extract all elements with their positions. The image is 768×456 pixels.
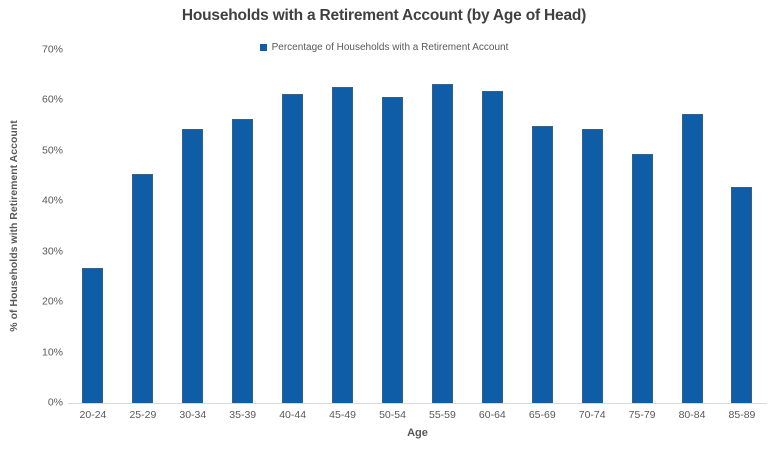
y-axis-ticks: 0% 10% 20% 30% 40% 50% 60% 70%	[0, 44, 63, 408]
y-tick-label: 60%	[41, 93, 63, 106]
x-tick-label: 85-89	[728, 409, 756, 421]
bar-slot-20-24	[68, 50, 118, 403]
y-tick-label: 0%	[47, 396, 63, 409]
bar-slot-45-49	[318, 50, 368, 403]
legend-label: Percentage of Households with a Retireme…	[271, 42, 509, 53]
bar-70-74	[581, 128, 603, 403]
x-axis-title: Age	[407, 427, 428, 439]
bar-slot-75-79	[617, 50, 667, 403]
bars	[68, 50, 767, 403]
y-tick-label: 70%	[41, 43, 63, 56]
y-tick-label: 20%	[41, 295, 63, 308]
bar-80-84	[681, 114, 703, 403]
x-tick-label: 35-39	[229, 409, 257, 421]
bar-35-39	[232, 119, 254, 403]
bar-slot-55-59	[417, 50, 467, 403]
bar-slot-30-34	[168, 50, 218, 403]
x-tick-label: 65-69	[528, 409, 556, 421]
bar-85-89	[731, 186, 753, 403]
bar-55-59	[431, 84, 453, 403]
bar-slot-80-84	[667, 50, 717, 403]
bar-slot-40-44	[268, 50, 318, 403]
bar-30-34	[182, 128, 204, 403]
bar-slot-65-69	[517, 50, 567, 403]
bar-slot-50-54	[368, 50, 418, 403]
bar-75-79	[631, 154, 653, 403]
y-tick-label: 50%	[41, 144, 63, 157]
y-tick-label: 30%	[41, 245, 63, 258]
x-tick-label: 60-64	[478, 409, 506, 421]
x-tick-label: 70-74	[578, 409, 606, 421]
bar-slot-35-39	[218, 50, 268, 403]
bar-slot-70-74	[567, 50, 617, 403]
x-tick-label: 40-44	[279, 409, 307, 421]
plot-area	[68, 50, 767, 404]
x-axis-ticks: 20-24 25-29 30-34 35-39 40-44 45-49 50-54 55-59…	[68, 409, 767, 421]
bar-40-44	[282, 94, 304, 403]
x-tick-label: 30-34	[179, 409, 207, 421]
bar-slot-85-89	[717, 50, 767, 403]
bar-65-69	[531, 126, 553, 403]
bar-45-49	[332, 86, 354, 403]
chart-title: Households with a Retirement Account (by…	[181, 7, 587, 24]
legend-marker-icon	[259, 44, 267, 51]
bar-25-29	[132, 173, 154, 403]
bar-20-24	[82, 268, 104, 403]
x-tick-label: 20-24	[79, 409, 107, 421]
x-tick-label: 80-84	[678, 409, 706, 421]
bar-slot-60-64	[467, 50, 517, 403]
x-tick-label: 45-49	[329, 409, 356, 421]
legend: Percentage of Households with a Retireme…	[0, 42, 768, 53]
x-tick-label: 50-54	[379, 409, 406, 421]
y-tick-label: 40%	[41, 194, 63, 207]
x-tick-label: 25-29	[129, 409, 157, 421]
bar-60-64	[481, 91, 503, 403]
bar-slot-25-29	[118, 50, 168, 403]
x-tick-label: 55-59	[428, 409, 456, 421]
y-tick-label: 10%	[41, 346, 63, 359]
x-tick-label: 75-79	[628, 409, 656, 421]
bar-50-54	[381, 97, 403, 403]
